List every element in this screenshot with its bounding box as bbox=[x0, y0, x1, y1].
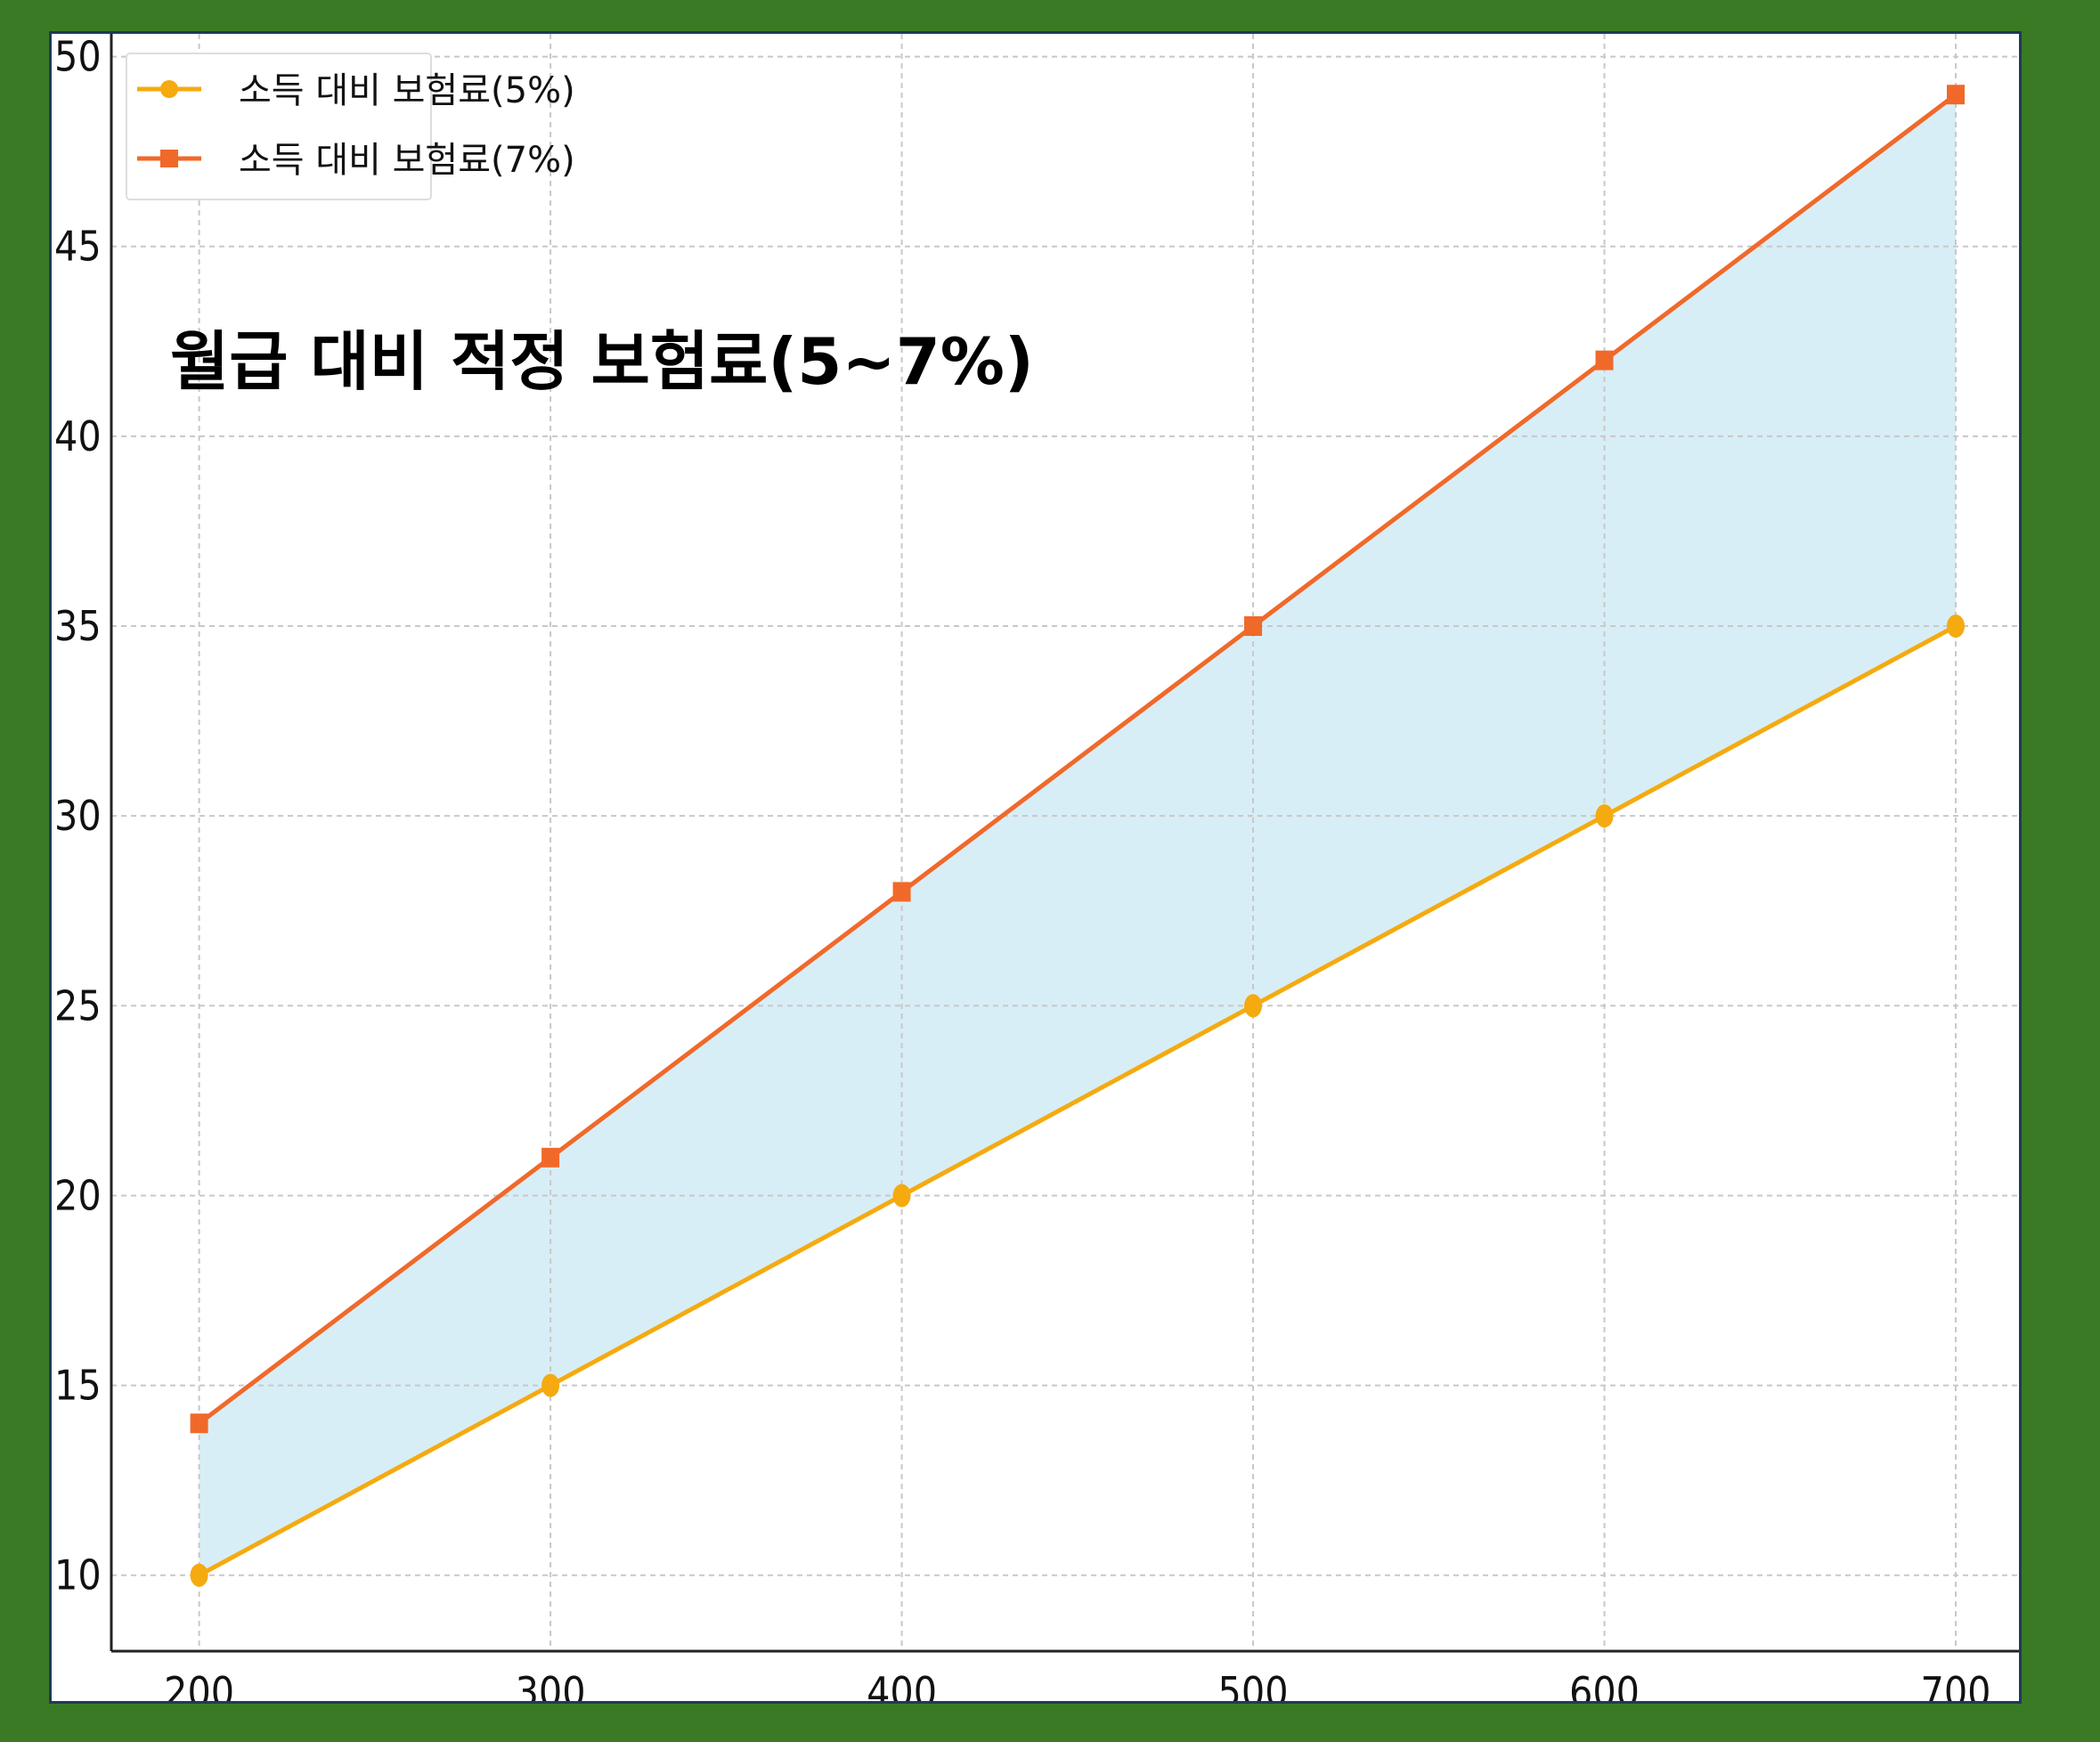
y-tick-label-45: 45 bbox=[54, 223, 102, 271]
point-5pct-600 bbox=[1595, 804, 1614, 828]
grid-lines bbox=[111, 34, 2019, 1651]
point-5pct-700 bbox=[1946, 615, 1965, 639]
fill-between-polygon bbox=[199, 94, 1956, 1575]
legend: 소득 대비 보험료(5%) 소득 대비 보험료(7%) bbox=[126, 53, 575, 200]
tick-labels: 10 15 20 25 30 35 40 45 50 200 300 400 500 600 700 bbox=[54, 34, 1990, 1701]
chart-panel: 10 15 20 25 30 35 40 45 50 200 300 400 500 600 700 소득 … bbox=[49, 31, 2022, 1704]
x-tick-label-300: 300 bbox=[516, 1668, 586, 1701]
y-tick-label-15: 15 bbox=[54, 1362, 102, 1410]
point-7pct-700 bbox=[1946, 85, 1965, 105]
series-line-7pct bbox=[198, 93, 1958, 1426]
x-tick-label-600: 600 bbox=[1569, 1668, 1640, 1701]
fill-between-area bbox=[199, 94, 1956, 1575]
series-lines bbox=[190, 85, 1965, 1587]
y-tick-label-20: 20 bbox=[54, 1171, 102, 1219]
series-line-5pct bbox=[198, 623, 1958, 1577]
y-tick-label-25: 25 bbox=[54, 981, 102, 1030]
y-tick-label-10: 10 bbox=[54, 1551, 102, 1600]
point-5pct-200 bbox=[190, 1563, 208, 1587]
legend-label-7pct: 소득 대비 보험료(7%) bbox=[239, 140, 575, 181]
x-tick-label-200: 200 bbox=[164, 1668, 234, 1701]
x-tick-label-400: 400 bbox=[867, 1668, 937, 1701]
point-7pct-600 bbox=[1595, 350, 1614, 370]
point-7pct-300 bbox=[541, 1147, 560, 1168]
point-5pct-400 bbox=[892, 1184, 911, 1208]
legend-marker-7pct bbox=[160, 150, 178, 167]
y-tick-label-50: 50 bbox=[54, 34, 102, 81]
y-tick-label-35: 35 bbox=[54, 602, 102, 650]
line-chart: 10 15 20 25 30 35 40 45 50 200 300 400 500 600 700 소득 … bbox=[54, 34, 2019, 1701]
legend-box bbox=[126, 53, 432, 200]
x-tick-label-500: 500 bbox=[1218, 1668, 1289, 1701]
point-5pct-300 bbox=[541, 1373, 560, 1397]
point-7pct-200 bbox=[190, 1413, 208, 1434]
legend-marker-5pct bbox=[160, 80, 178, 98]
point-5pct-500 bbox=[1244, 994, 1263, 1018]
x-tick-label-700: 700 bbox=[1921, 1668, 1991, 1701]
axes bbox=[110, 34, 2019, 1653]
y-tick-label-40: 40 bbox=[54, 412, 102, 460]
y-tick-label-30: 30 bbox=[54, 792, 102, 840]
chart-title: 월급 대비 적정 보험료(5~7%) bbox=[170, 324, 1034, 399]
point-7pct-400 bbox=[892, 882, 911, 902]
point-7pct-500 bbox=[1244, 616, 1263, 637]
legend-label-5pct: 소득 대비 보험료(5%) bbox=[239, 70, 575, 111]
